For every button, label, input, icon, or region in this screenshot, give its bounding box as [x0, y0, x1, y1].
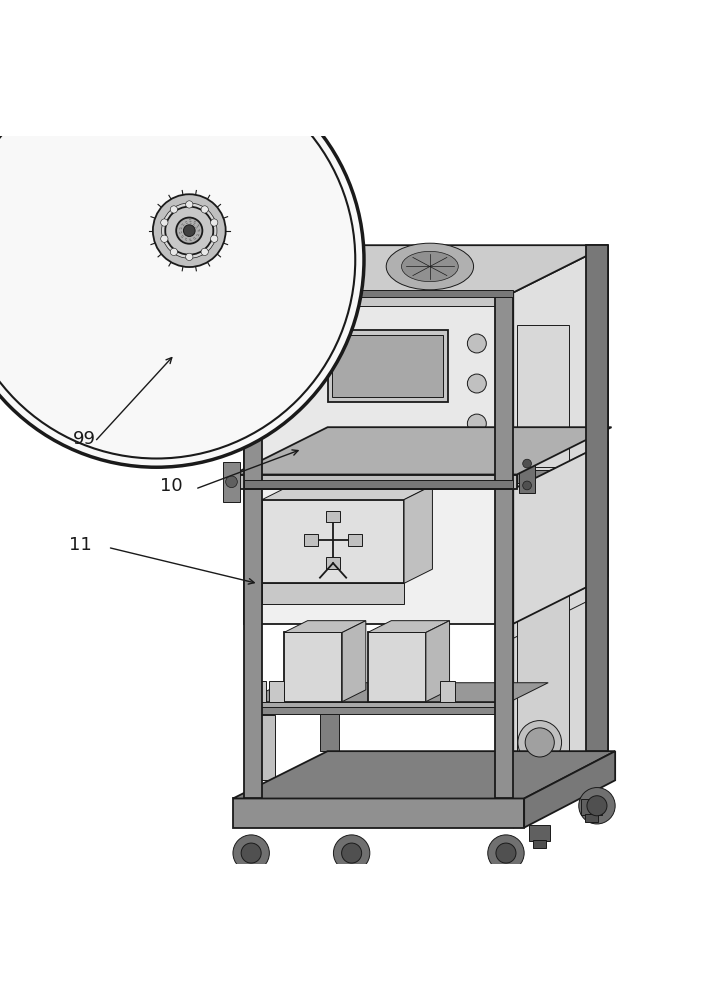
Bar: [244, 293, 262, 798]
Bar: [368, 632, 426, 702]
Circle shape: [186, 201, 193, 208]
Bar: [269, 681, 284, 702]
Bar: [326, 511, 341, 522]
Circle shape: [161, 235, 168, 242]
Bar: [250, 734, 258, 742]
Circle shape: [170, 206, 178, 213]
Ellipse shape: [386, 243, 473, 290]
Text: 10: 10: [160, 477, 183, 495]
Circle shape: [0, 61, 355, 459]
Circle shape: [341, 843, 362, 863]
Bar: [581, 799, 603, 815]
Bar: [529, 825, 550, 841]
Circle shape: [523, 459, 531, 468]
Bar: [332, 335, 443, 397]
Bar: [586, 245, 608, 751]
Polygon shape: [339, 245, 608, 252]
Circle shape: [496, 843, 516, 863]
Circle shape: [176, 218, 202, 244]
Polygon shape: [513, 245, 608, 475]
Bar: [244, 787, 513, 798]
Polygon shape: [244, 245, 608, 293]
Polygon shape: [245, 683, 548, 702]
Bar: [250, 749, 258, 756]
Bar: [585, 814, 598, 822]
Text: 99: 99: [73, 430, 96, 448]
Bar: [517, 325, 569, 467]
Circle shape: [201, 206, 208, 213]
Bar: [262, 500, 404, 583]
Bar: [244, 293, 513, 475]
Bar: [251, 681, 266, 702]
Bar: [266, 340, 308, 393]
Bar: [304, 534, 318, 546]
Polygon shape: [404, 485, 432, 583]
Circle shape: [165, 207, 213, 255]
Text: 11: 11: [69, 536, 92, 554]
Polygon shape: [342, 621, 366, 702]
Polygon shape: [513, 442, 608, 624]
Circle shape: [183, 225, 195, 236]
Bar: [326, 557, 341, 569]
Bar: [244, 466, 513, 475]
Polygon shape: [368, 621, 449, 632]
Circle shape: [233, 835, 269, 871]
Bar: [328, 330, 448, 402]
Bar: [244, 489, 513, 624]
Polygon shape: [426, 621, 449, 702]
Bar: [517, 482, 569, 791]
Bar: [348, 534, 363, 546]
Bar: [262, 583, 404, 604]
Bar: [284, 632, 342, 702]
Bar: [440, 681, 455, 702]
Bar: [244, 707, 513, 714]
Circle shape: [467, 374, 486, 393]
Bar: [244, 295, 513, 306]
Circle shape: [467, 334, 486, 353]
Circle shape: [226, 476, 237, 488]
Polygon shape: [233, 427, 612, 475]
Circle shape: [201, 248, 208, 255]
Polygon shape: [524, 751, 615, 828]
Polygon shape: [284, 621, 366, 632]
Polygon shape: [233, 751, 615, 798]
Circle shape: [467, 414, 486, 433]
Bar: [517, 470, 571, 483]
Circle shape: [261, 257, 275, 271]
Circle shape: [161, 219, 168, 226]
Circle shape: [170, 248, 178, 255]
Ellipse shape: [402, 251, 459, 282]
Circle shape: [241, 843, 261, 863]
Circle shape: [579, 788, 615, 824]
Polygon shape: [262, 485, 432, 500]
Bar: [244, 480, 513, 488]
Bar: [495, 293, 513, 798]
Bar: [233, 798, 524, 828]
Bar: [320, 245, 339, 751]
Circle shape: [0, 52, 364, 467]
Bar: [244, 482, 513, 489]
Circle shape: [186, 253, 193, 260]
Bar: [233, 475, 517, 489]
Circle shape: [518, 721, 561, 764]
Circle shape: [525, 728, 554, 757]
Circle shape: [587, 796, 607, 816]
Circle shape: [210, 219, 218, 226]
Bar: [250, 764, 258, 771]
Bar: [245, 702, 512, 710]
Circle shape: [153, 194, 226, 267]
Bar: [533, 840, 546, 848]
Circle shape: [162, 203, 217, 258]
Circle shape: [523, 481, 531, 490]
Bar: [519, 456, 535, 493]
Circle shape: [210, 235, 218, 242]
Circle shape: [333, 835, 370, 871]
Bar: [248, 715, 275, 780]
Circle shape: [488, 835, 524, 871]
Bar: [223, 462, 240, 502]
Polygon shape: [513, 245, 608, 828]
Bar: [244, 290, 513, 297]
